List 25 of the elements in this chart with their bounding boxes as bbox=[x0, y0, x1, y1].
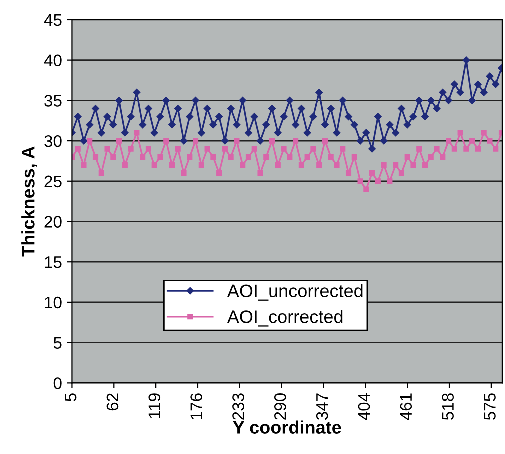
x-tick-label: 119 bbox=[148, 394, 161, 418]
x-tick-label: 461 bbox=[400, 394, 412, 420]
y-tick-label: 35 bbox=[44, 95, 62, 107]
y-tick-label: 15 bbox=[45, 256, 62, 268]
y-tick-label: 10 bbox=[45, 296, 62, 309]
y-tick-label: 20 bbox=[44, 216, 62, 228]
x-tick-label: 404 bbox=[358, 393, 370, 420]
x-tick-label: 62 bbox=[106, 394, 119, 411]
y-tick-label: 40 bbox=[44, 54, 62, 67]
x-tick-label: 233 bbox=[232, 394, 244, 420]
x-tick-label: 347 bbox=[316, 394, 328, 420]
x-tick-label: 176 bbox=[190, 394, 202, 420]
y-axis-title: Thickness, A bbox=[22, 146, 38, 257]
x-tick-label: 5 bbox=[65, 394, 77, 402]
y-tick-label: 30 bbox=[44, 135, 62, 148]
y-tick-label: 5 bbox=[54, 337, 62, 350]
x-tick-label: 518 bbox=[442, 394, 454, 420]
y-tick-label: 0 bbox=[54, 378, 62, 390]
x-tick-label: 290 bbox=[274, 394, 286, 420]
y-tick-label: 45 bbox=[44, 14, 62, 26]
legend-label: AOI_uncorrected bbox=[227, 284, 363, 301]
y-tick-label: 25 bbox=[44, 176, 62, 188]
x-tick-label: 575 bbox=[484, 394, 496, 420]
x-axis-title: Y coordinate bbox=[233, 420, 342, 434]
legend-label: AOI_corrected bbox=[227, 310, 343, 327]
